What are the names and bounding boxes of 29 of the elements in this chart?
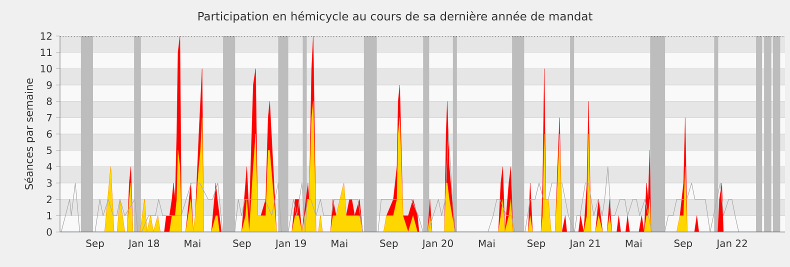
y-tick-label: 7: [46, 114, 52, 122]
x-tick-label: Mai: [332, 240, 348, 248]
chart-title: Participation en hémicycle au cours de sa dernière année de mandat: [198, 11, 592, 23]
x-tick-label: Jan 21: [569, 240, 600, 249]
y-tick-label: 9: [46, 81, 52, 89]
y-tick-label: 0: [46, 228, 52, 236]
x-tick-label: Jan 18: [128, 240, 160, 249]
y-tick-label: 1: [47, 212, 52, 220]
x-tick-label: Mai: [478, 240, 495, 248]
y-tick-label: 11: [40, 48, 52, 56]
y-tick-label: 2: [46, 196, 52, 204]
y-tick-label: 4: [46, 163, 52, 170]
x-tick-label: Sep: [528, 240, 546, 249]
y-tick-label: 12: [40, 32, 52, 40]
y-axis-title: Séances par semaine: [24, 78, 35, 190]
x-tick-label: Sep: [233, 240, 251, 249]
x-tick-label: Jan 20: [422, 240, 453, 249]
y-tick-label: 3: [46, 179, 52, 187]
x-tick-label: Sep: [86, 240, 104, 249]
y-tick-label: 5: [46, 146, 52, 154]
x-tick-label: Jan 19: [274, 240, 306, 249]
x-tick-label: Jan 22: [716, 240, 747, 249]
y-tick-label: 10: [40, 64, 52, 72]
x-tick-label: Sep: [674, 240, 692, 249]
y-tick-label: 6: [46, 130, 52, 138]
x-tick-label: Mai: [626, 240, 642, 248]
x-tick-label: Sep: [380, 240, 398, 249]
y-tick-label: 8: [46, 98, 52, 106]
x-tick-label: Mai: [184, 240, 200, 248]
